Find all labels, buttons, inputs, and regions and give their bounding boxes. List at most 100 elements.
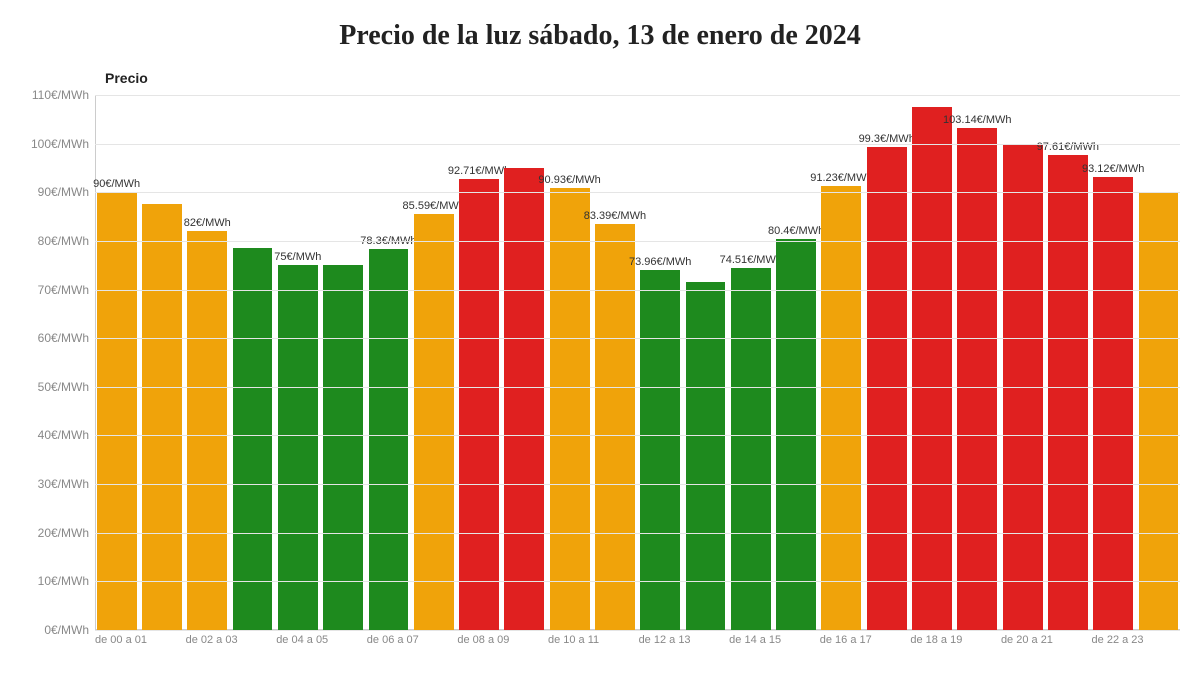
bar: 74.51€/MWh — [731, 268, 771, 630]
bar-value-label: 74.51€/MWh — [720, 254, 782, 266]
bar-slot — [1001, 95, 1044, 630]
grid-line — [95, 290, 1180, 291]
y-tick-label: 20€/MWh — [38, 526, 89, 540]
x-tick-slot — [140, 632, 183, 650]
y-tick-label: 50€/MWh — [38, 380, 89, 394]
bar-slot: 75€/MWh — [276, 95, 319, 630]
grid-line — [95, 435, 1180, 436]
bar-value-label: 93.12€/MWh — [1082, 163, 1144, 175]
chart-container: Precio de la luz sábado, 13 de enero de … — [0, 0, 1200, 675]
x-tick-label: de 18 a 19 — [910, 634, 962, 646]
bar-slot: 103.14€/MWh — [956, 95, 999, 630]
x-tick-label: de 20 a 21 — [1001, 634, 1053, 646]
x-tick-slot: de 12 a 13 — [639, 632, 682, 650]
x-tick-slot: de 22 a 23 — [1092, 632, 1135, 650]
grid-line — [95, 192, 1180, 193]
bar-value-label: 91.23€/MWh — [810, 172, 872, 184]
grid-line — [95, 241, 1180, 242]
bar-slot: 99.3€/MWh — [865, 95, 908, 630]
bar — [1139, 192, 1179, 630]
x-tick-slot — [1046, 632, 1089, 650]
grid-line — [95, 338, 1180, 339]
x-tick-label: de 16 a 17 — [820, 634, 872, 646]
x-tick-label: de 02 a 03 — [186, 634, 238, 646]
y-tick-label: 70€/MWh — [38, 283, 89, 297]
y-tick-label: 0€/MWh — [44, 623, 89, 637]
x-tick-slot — [956, 632, 999, 650]
y-tick-label: 60€/MWh — [38, 331, 89, 345]
bar-slot: 82€/MWh — [186, 95, 229, 630]
bar — [233, 248, 273, 630]
x-tick-label: de 08 a 09 — [457, 634, 509, 646]
x-tick-slot: de 02 a 03 — [186, 632, 229, 650]
x-tick-slot: de 10 a 11 — [548, 632, 591, 650]
bar-slot: 90.93€/MWh — [548, 95, 591, 630]
bar — [504, 168, 544, 630]
bar-value-label: 92.71€/MWh — [448, 165, 510, 177]
y-tick-label: 110€/MWh — [32, 88, 89, 102]
bar: 82€/MWh — [187, 231, 227, 630]
bar: 90.93€/MWh — [550, 188, 590, 630]
y-tick-label: 80€/MWh — [38, 234, 89, 248]
x-tick-slot: de 18 a 19 — [910, 632, 953, 650]
bar-slot: 93.12€/MWh — [1092, 95, 1135, 630]
grid-line — [95, 387, 1180, 388]
grid-line — [95, 533, 1180, 534]
bar-slot — [231, 95, 274, 630]
bar-slot — [910, 95, 953, 630]
bar-value-label: 75€/MWh — [274, 251, 321, 263]
plot-area: 90€/MWh82€/MWh75€/MWh78.3€/MWh85.59€/MWh… — [95, 95, 1180, 630]
bar-slot: 73.96€/MWh — [639, 95, 682, 630]
bar: 83.39€/MWh — [595, 224, 635, 630]
x-tick-label: de 12 a 13 — [639, 634, 691, 646]
x-tick-slot — [865, 632, 908, 650]
x-tick-slot: de 20 a 21 — [1001, 632, 1044, 650]
bar-slot: 91.23€/MWh — [820, 95, 863, 630]
x-axis: de 00 a 01 de 02 a 03 de 04 a 05 de 06 a 07… — [95, 632, 1180, 650]
bar-slot — [1137, 95, 1180, 630]
grid-line — [95, 630, 1180, 631]
bar-slot: 90€/MWh — [95, 95, 138, 630]
x-tick-slot — [593, 632, 636, 650]
x-tick-slot — [231, 632, 274, 650]
bar: 97.61€/MWh — [1048, 155, 1088, 630]
bar-value-label: 85.59€/MWh — [403, 200, 465, 212]
bar: 91.23€/MWh — [821, 186, 861, 630]
bar-slot — [140, 95, 183, 630]
x-tick-label: de 10 a 11 — [548, 634, 599, 646]
y-axis-title: Precio — [105, 70, 148, 86]
y-tick-label: 30€/MWh — [38, 477, 89, 491]
x-tick-label: de 00 a 01 — [95, 634, 147, 646]
bar-value-label: 90€/MWh — [93, 178, 140, 190]
bar: 99.3€/MWh — [867, 147, 907, 630]
y-tick-label: 10€/MWh — [38, 574, 89, 588]
x-tick-slot: de 14 a 15 — [729, 632, 772, 650]
bars-group: 90€/MWh82€/MWh75€/MWh78.3€/MWh85.59€/MWh… — [95, 95, 1180, 630]
x-tick-slot — [774, 632, 817, 650]
x-tick-slot: de 00 a 01 — [95, 632, 138, 650]
bar — [912, 107, 952, 630]
x-tick-label: de 06 a 07 — [367, 634, 419, 646]
x-tick-slot — [321, 632, 364, 650]
bar-slot: 74.51€/MWh — [729, 95, 772, 630]
bar: 93.12€/MWh — [1093, 177, 1133, 630]
x-tick-slot — [412, 632, 455, 650]
chart-title: Precio de la luz sábado, 13 de enero de … — [30, 20, 1170, 52]
bar-value-label: 90.93€/MWh — [538, 174, 600, 186]
bar-value-label: 80.4€/MWh — [768, 225, 824, 237]
x-tick-slot: de 04 a 05 — [276, 632, 319, 650]
x-tick-label: de 22 a 23 — [1092, 634, 1144, 646]
bar: 92.71€/MWh — [459, 179, 499, 630]
x-tick-label: de 14 a 15 — [729, 634, 781, 646]
bar-value-label: 83.39€/MWh — [584, 210, 646, 222]
x-tick-slot — [684, 632, 727, 650]
bar: 78.3€/MWh — [369, 249, 409, 630]
bar-value-label: 82€/MWh — [184, 217, 231, 229]
bar: 75€/MWh — [278, 265, 318, 630]
x-tick-slot: de 16 a 17 — [820, 632, 863, 650]
y-tick-label: 100€/MWh — [31, 137, 89, 151]
y-tick-label: 90€/MWh — [38, 185, 89, 199]
bar: 85.59€/MWh — [414, 214, 454, 630]
x-tick-slot: de 08 a 09 — [457, 632, 500, 650]
bar: 90€/MWh — [97, 192, 137, 630]
